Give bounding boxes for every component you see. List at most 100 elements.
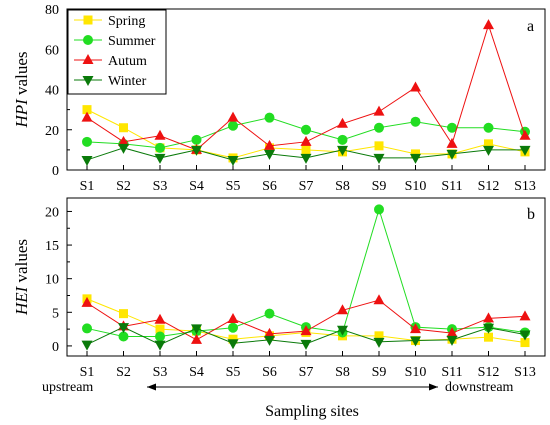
- panel-a-x-tick-label: S13: [514, 179, 536, 194]
- panel-a-point-autum: [81, 111, 93, 122]
- flow-direction-arrow: upstream downstream: [42, 380, 514, 395]
- panel-a-point-autum: [300, 135, 312, 146]
- panel-b-y-tick-label: 15: [45, 239, 59, 254]
- panel-b-x-tick-label: S11: [441, 365, 462, 380]
- flow-arrow-right-head: [429, 383, 438, 391]
- panel-a-point-winter: [446, 149, 458, 160]
- downstream-label: downstream: [445, 380, 514, 395]
- panel-a-x-tick-label: S10: [405, 179, 427, 194]
- panel-a-point-winter: [264, 149, 275, 160]
- panel-b-x-tick-label: S10: [405, 365, 427, 380]
- panel-a-x-tick-label: S9: [372, 179, 387, 194]
- panel-b-point-winter: [446, 335, 458, 346]
- panel-a-point-autum: [227, 111, 239, 122]
- legend-item-summer: Summer: [74, 34, 156, 49]
- panel-a-point-spring: [411, 149, 420, 159]
- panel-b-point-autum: [227, 313, 239, 324]
- panel-a-series-winter: [81, 143, 531, 166]
- panel-a-y-tick-label: 40: [45, 84, 59, 99]
- panel-a-x-tick-label: S6: [262, 179, 277, 194]
- panel-a-point-summer: [228, 120, 238, 131]
- panel-b-point-spring: [374, 331, 384, 341]
- panel-a-point-autum: [264, 139, 275, 150]
- panel-a-point-autum: [154, 129, 166, 140]
- panel-b-y-axis-label: HEI values: [12, 239, 31, 316]
- legend-label: Summer: [108, 34, 156, 49]
- panel-a-point-summer: [155, 142, 165, 153]
- panel-b-point-autum: [154, 313, 166, 324]
- legend-item-autum: Autum: [74, 54, 147, 69]
- panel-b-point-autum: [373, 294, 385, 305]
- panel-a-point-winter: [154, 153, 166, 164]
- panel-b-y-tick-label: 5: [52, 306, 59, 321]
- panel-a-point-summer: [82, 136, 92, 147]
- panel-a-x-tick-label: S12: [478, 179, 500, 194]
- panel-a-series: [81, 19, 531, 166]
- panel-b-point-autum: [483, 312, 494, 323]
- panel-b-x-tick-label: S7: [299, 365, 314, 380]
- panel-b-x-tick-label: S4: [189, 365, 204, 380]
- panel-a-y-axis-label-italic: HPI: [12, 98, 31, 129]
- legend-swatch-marker: [83, 35, 93, 45]
- panel-a-point-summer: [447, 122, 457, 133]
- legend: Spring Summer Autum Winter: [67, 9, 167, 95]
- panel-b-point-winter: [154, 340, 166, 351]
- panel-b-point-spring: [228, 334, 238, 344]
- panel-a-point-winter: [410, 153, 421, 164]
- panel-b-point-winter: [191, 324, 202, 335]
- panel-b-point-autum: [264, 327, 275, 338]
- panel-b-point-winter: [118, 323, 129, 334]
- panel-b-point-winter: [264, 335, 275, 346]
- legend-label: Winter: [108, 74, 147, 89]
- panel-a-point-summer: [483, 122, 494, 133]
- panel-b-point-autum: [337, 304, 348, 315]
- panel-b-point-summer: [155, 331, 165, 342]
- legend-item-winter: Winter: [74, 74, 147, 89]
- panel-b-point-summer: [118, 331, 129, 342]
- panel-b-point-winter: [337, 325, 348, 336]
- panel-a-point-summer: [264, 112, 275, 123]
- legend-swatch-marker: [83, 15, 93, 25]
- flow-arrow-left-head: [147, 383, 156, 391]
- panel-b-series-winter: [81, 323, 531, 351]
- panel-a-point-autum: [410, 81, 421, 92]
- panel-a-x-tick-label: S3: [153, 179, 168, 194]
- panel-a-point-spring: [119, 123, 128, 133]
- panel-b-axes: 0 5 10 15 20 S1 S2 S3 S4 S5 S6 S7 S8 S9 S10 S11 S12 S13: [45, 205, 536, 380]
- legend-swatch-marker: [82, 54, 94, 64]
- panel-b-point-winter: [410, 336, 421, 347]
- panel-a-label: a: [527, 18, 534, 35]
- panel-b-point-winter: [300, 339, 312, 350]
- panel-a-point-spring: [301, 145, 311, 155]
- panel-b-y-tick-label: 20: [45, 205, 59, 220]
- panel-a-point-autum: [373, 105, 385, 116]
- panel-b-point-summer: [228, 322, 238, 333]
- panel-a-point-summer: [410, 116, 421, 127]
- panel-a-y-tick-label: 80: [45, 3, 59, 18]
- panel-a-x-tick-label: S1: [80, 179, 95, 194]
- panel-a-x-tick-label: S2: [116, 179, 131, 194]
- panel-b-point-summer: [264, 308, 275, 319]
- panel-b-point-winter: [81, 340, 93, 351]
- panel-b-x-tick-label: S13: [514, 365, 536, 380]
- panel-a-point-autum: [118, 135, 129, 146]
- legend-label: Autum: [108, 54, 147, 69]
- panel-b-point-summer: [82, 323, 92, 334]
- panel-a-point-winter: [227, 155, 239, 166]
- panel-b-series-summer: [82, 204, 530, 342]
- panel-a-y-axis-label: HPI values: [12, 51, 31, 128]
- panel-a-point-autum: [446, 137, 458, 148]
- legend-label: Spring: [108, 14, 145, 29]
- panel-b-point-spring: [155, 324, 165, 334]
- panel-b-point-autum: [300, 325, 312, 336]
- panel-a-axes: 0 20 40 60 80 S1 S2 S3 S4 S5 S6 S7 S8 S9 S10 S11 S12 S13: [45, 3, 536, 194]
- panel-a-x-tick-label: S8: [335, 179, 350, 194]
- panel-a-point-spring: [484, 139, 493, 149]
- panel-b-point-spring: [484, 332, 493, 342]
- panel-a-point-spring: [82, 105, 92, 115]
- panel-b-point-autum: [446, 327, 458, 338]
- panel-a-point-winter: [191, 145, 202, 156]
- panel-a-point-winter: [81, 155, 93, 166]
